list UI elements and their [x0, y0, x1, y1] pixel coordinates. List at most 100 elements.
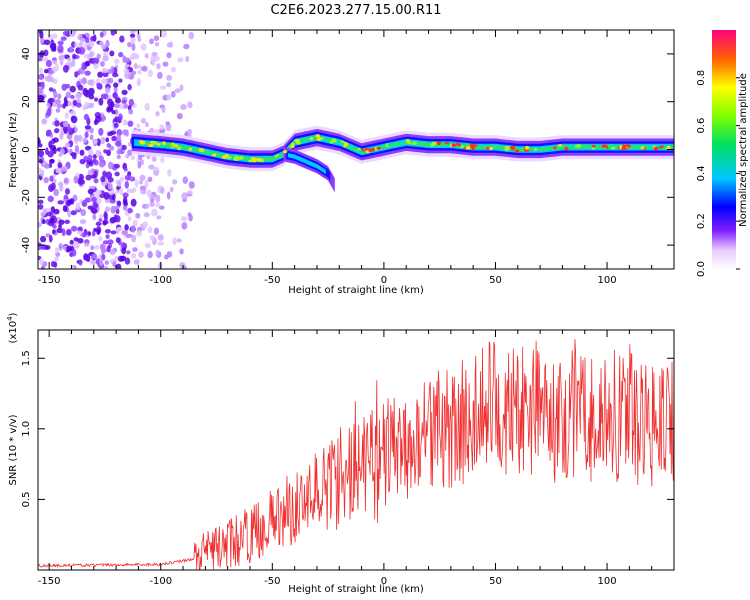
noise-mark — [188, 214, 193, 222]
noise-mark — [59, 54, 65, 61]
noise-mark — [147, 176, 153, 183]
noise-mark — [98, 214, 104, 219]
noise-mark — [69, 239, 74, 245]
noise-mark — [62, 64, 69, 73]
noise-mark — [96, 228, 101, 235]
ridge-blob — [407, 140, 412, 145]
noise-mark — [153, 35, 160, 42]
noise-mark — [119, 35, 125, 43]
noise-mark — [91, 197, 97, 202]
noise-mark — [41, 56, 49, 62]
ridge-blob — [222, 154, 228, 159]
noise-mark — [75, 102, 82, 108]
noise-mark — [88, 87, 95, 96]
noise-mark — [46, 74, 52, 83]
noise-mark — [137, 64, 142, 70]
noise-mark — [114, 140, 122, 147]
noise-mark — [148, 164, 155, 170]
noise-mark — [75, 202, 81, 211]
ridge-blob — [315, 134, 320, 138]
noise-mark — [54, 256, 59, 262]
noise-mark — [70, 266, 75, 269]
noise-mark — [81, 77, 88, 85]
noise-mark — [138, 180, 144, 185]
noise-mark — [75, 92, 82, 100]
ridge-blob — [510, 145, 516, 150]
noise-mark — [56, 103, 63, 109]
noise-mark — [103, 93, 109, 100]
noise-mark — [166, 52, 172, 59]
snr-xtick-label: -50 — [264, 576, 280, 587]
noise-mark — [119, 187, 124, 196]
noise-mark — [114, 215, 121, 223]
noise-mark — [100, 176, 106, 183]
ridge-blob — [159, 144, 164, 149]
noise-mark — [105, 137, 110, 143]
noise-mark — [101, 253, 106, 261]
ridge-blob — [322, 138, 327, 142]
noise-mark — [77, 33, 83, 41]
ridge-blob — [412, 141, 417, 145]
noise-mark — [98, 218, 103, 223]
noise-mark — [111, 193, 116, 201]
noise-mark — [105, 206, 111, 213]
noise-mark — [129, 33, 136, 38]
noise-mark — [188, 31, 195, 40]
noise-mark — [87, 188, 94, 195]
noise-mark — [63, 194, 69, 200]
noise-mark — [53, 90, 58, 99]
ridge-blob — [309, 137, 314, 140]
noise-mark — [125, 57, 131, 63]
noise-mark — [107, 239, 114, 245]
noise-mark — [132, 247, 138, 252]
noise-mark — [115, 205, 120, 210]
noise-mark — [89, 134, 94, 141]
noise-mark — [89, 127, 94, 134]
noise-mark — [131, 43, 136, 51]
noise-mark — [65, 228, 72, 236]
noise-mark — [49, 175, 54, 182]
noise-mark — [187, 189, 193, 195]
ridge-blob — [469, 143, 474, 148]
noise-mark — [144, 203, 150, 209]
noise-mark — [52, 146, 57, 155]
noise-mark — [96, 197, 102, 205]
snr-ytick-label: 1.5 — [21, 350, 32, 366]
noise-mark — [161, 105, 166, 114]
ridge-blob — [627, 144, 631, 148]
noise-mark — [129, 30, 136, 35]
noise-mark — [113, 86, 118, 93]
noise-mark — [80, 209, 87, 217]
noise-mark — [88, 94, 95, 100]
noise-mark — [95, 150, 101, 158]
ridge-blob — [251, 157, 256, 162]
noise-mark — [127, 216, 132, 222]
ridge-blob — [290, 144, 295, 149]
ridge-blob — [451, 143, 457, 147]
noise-mark — [122, 192, 129, 198]
noise-mark — [122, 119, 128, 126]
noise-mark — [67, 209, 72, 218]
spectrogram-ytick-label: 0 — [21, 146, 32, 152]
noise-mark — [105, 171, 113, 180]
ridge-blob — [153, 144, 158, 148]
noise-mark — [109, 249, 116, 256]
ridge-blob — [269, 155, 274, 159]
noise-mark — [166, 74, 173, 81]
noise-mark — [160, 30, 167, 38]
noise-mark — [117, 226, 123, 232]
noise-mark — [124, 174, 131, 181]
noise-mark — [149, 235, 156, 241]
noise-mark — [66, 245, 73, 252]
spectrogram-xtick-label: 50 — [489, 275, 502, 286]
noise-mark — [88, 41, 95, 48]
noise-mark — [109, 50, 115, 57]
noise-mark — [114, 163, 120, 169]
ridge-blob — [234, 155, 239, 160]
noise-mark — [102, 170, 107, 178]
noise-mark — [124, 257, 131, 265]
noise-mark — [38, 139, 41, 144]
noise-mark — [85, 37, 90, 44]
noise-mark — [84, 101, 89, 107]
noise-mark — [64, 188, 71, 195]
